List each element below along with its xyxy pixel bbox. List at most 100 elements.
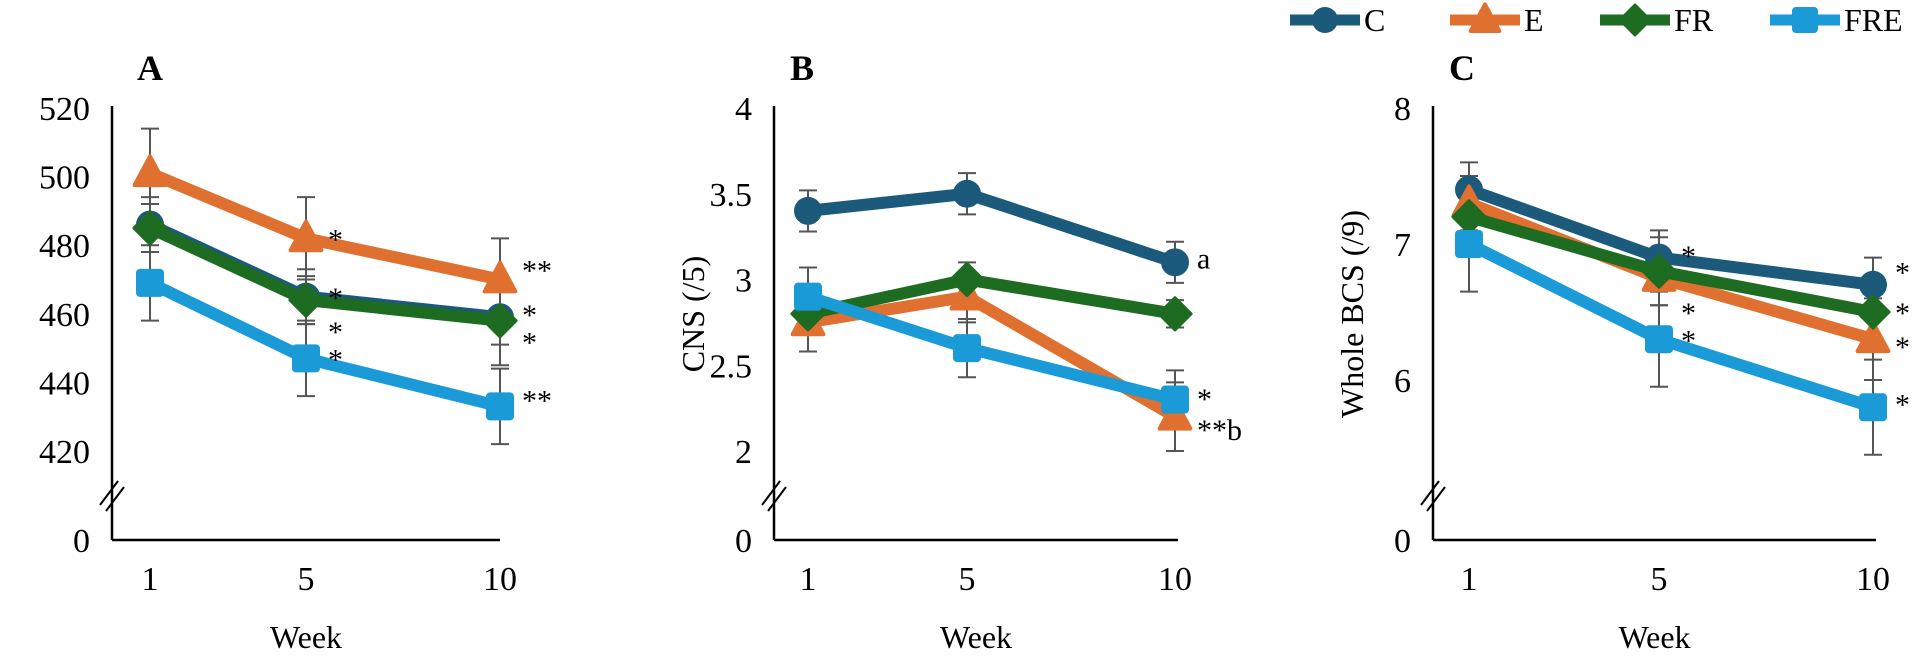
data-point	[1645, 325, 1673, 354]
y-tick-label: 420	[39, 434, 90, 471]
data-point	[1161, 248, 1189, 277]
y-tick-label: 3	[735, 263, 752, 300]
series-fre	[794, 282, 1189, 414]
y-tick-label-zero: 0	[1394, 523, 1411, 560]
data-point	[288, 282, 324, 318]
significance-annotation: *	[1895, 388, 1910, 421]
data-point	[1859, 393, 1887, 422]
data-point	[1859, 270, 1887, 299]
x-tick-label: 1	[800, 561, 817, 598]
x-axis-label: Week	[270, 619, 342, 655]
y-axis-label: CNS (/5)	[675, 256, 711, 372]
significance-annotation: *	[1197, 383, 1212, 416]
axis-break-mark	[99, 480, 119, 506]
significance-annotation: *	[328, 223, 343, 256]
significance-annotation: *	[328, 282, 343, 315]
legend-item-fr: FR	[1600, 2, 1714, 38]
y-tick-label: 500	[39, 160, 90, 197]
x-tick-label: 5	[959, 561, 976, 598]
x-axis-label: Week	[1618, 619, 1690, 655]
legend-item-fre: FRE	[1770, 2, 1903, 38]
legend-marker-circle	[1312, 7, 1338, 33]
data-point	[1161, 385, 1189, 414]
panel-b: B 4 3.5 3 2.5 2 0 1 5 10 Week CNS (/5) a ***b	[675, 48, 1242, 655]
significance-annotation: *	[328, 344, 343, 377]
data-point	[132, 210, 168, 246]
legend-label: C	[1364, 2, 1385, 38]
data-point	[1157, 397, 1193, 431]
y-tick-label: 2.5	[710, 348, 753, 385]
y-tick-label: 440	[39, 365, 90, 402]
data-point	[132, 154, 168, 188]
panel-title: A	[137, 48, 163, 88]
data-point	[1855, 320, 1891, 354]
axis-break-mark	[1426, 486, 1446, 512]
x-tick-label: 10	[483, 561, 517, 598]
data-point	[1855, 294, 1891, 330]
x-tick-label: 10	[1856, 561, 1890, 598]
y-tick-label-zero: 0	[73, 523, 90, 560]
y-tick-label: 2	[735, 434, 752, 471]
y-tick-label: 480	[39, 228, 90, 265]
panel-title: B	[790, 48, 814, 88]
axis-break-mark	[761, 480, 781, 506]
data-point	[292, 344, 320, 373]
data-point	[482, 260, 518, 294]
data-point	[794, 196, 822, 225]
y-tick-label: 8	[1394, 91, 1411, 128]
significance-annotation: *	[1895, 256, 1910, 289]
significance-annotation: a	[1197, 242, 1210, 275]
series-fre	[1455, 230, 1887, 422]
y-tick-label: 7	[1394, 227, 1411, 264]
significance-annotation: *	[1681, 297, 1696, 330]
data-point	[1157, 296, 1193, 332]
data-point	[288, 219, 324, 253]
axis-break-mark	[1420, 480, 1440, 506]
x-tick-label: 5	[298, 561, 315, 598]
series-fr	[1451, 199, 1891, 330]
legend-marker-square	[1792, 7, 1818, 33]
x-tick-label: 10	[1158, 561, 1192, 598]
significance-annotation: **	[522, 385, 552, 418]
legend-label: E	[1524, 2, 1544, 38]
series-fr	[132, 210, 518, 339]
y-axis-label: Whole BCS (/9)	[1334, 210, 1370, 418]
y-tick-label: 4	[735, 91, 752, 128]
series-c	[794, 179, 1189, 277]
significance-annotation: *	[1681, 240, 1696, 273]
legend-label: FR	[1674, 2, 1714, 38]
data-point	[1455, 230, 1483, 258]
data-point	[136, 268, 164, 297]
data-point	[1641, 253, 1677, 289]
series-e	[132, 154, 518, 294]
panel-title: C	[1449, 48, 1475, 88]
axis-break-mark	[105, 486, 125, 512]
data-point	[953, 334, 981, 363]
series-line	[147, 167, 502, 286]
x-axis-label: Week	[940, 619, 1012, 655]
x-tick-label: 5	[1651, 561, 1668, 598]
y-tick-label: 460	[39, 297, 90, 334]
data-point	[953, 179, 981, 208]
series-line	[807, 187, 1177, 269]
data-point	[486, 392, 514, 421]
legend-item-c: C	[1290, 2, 1385, 38]
data-point	[794, 282, 822, 311]
significance-annotation: *	[1895, 297, 1910, 330]
legend: C E FR FRE	[1290, 2, 1903, 38]
x-tick-label: 1	[142, 561, 159, 598]
significance-annotation: *	[1895, 331, 1910, 364]
legend-item-e: E	[1450, 2, 1544, 38]
y-tick-label: 3.5	[710, 177, 753, 214]
legend-label: FRE	[1844, 2, 1903, 38]
y-tick-label-zero: 0	[735, 523, 752, 560]
y-tick-label: 520	[39, 91, 90, 128]
x-tick-label: 1	[1461, 561, 1478, 598]
significance-annotation: *	[328, 316, 343, 349]
y-tick-label: 6	[1394, 363, 1411, 400]
data-point	[949, 261, 985, 298]
